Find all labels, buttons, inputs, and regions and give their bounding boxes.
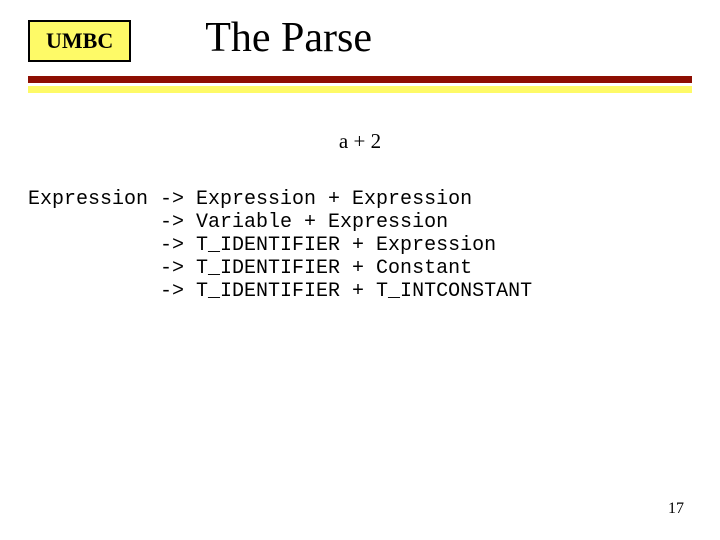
logo-box: UMBC (28, 20, 131, 62)
rule-yellow (28, 86, 692, 93)
slide: UMBC The Parse a + 2 Expression -> Expre… (0, 0, 720, 540)
header-row: UMBC The Parse (28, 20, 692, 62)
page-number: 17 (668, 500, 684, 518)
slide-title: The Parse (205, 14, 372, 62)
derivation-block: Expression -> Expression + Expression ->… (28, 188, 692, 303)
horizontal-rules (28, 76, 692, 93)
rule-dark (28, 76, 692, 83)
expression-text: a + 2 (28, 129, 692, 154)
